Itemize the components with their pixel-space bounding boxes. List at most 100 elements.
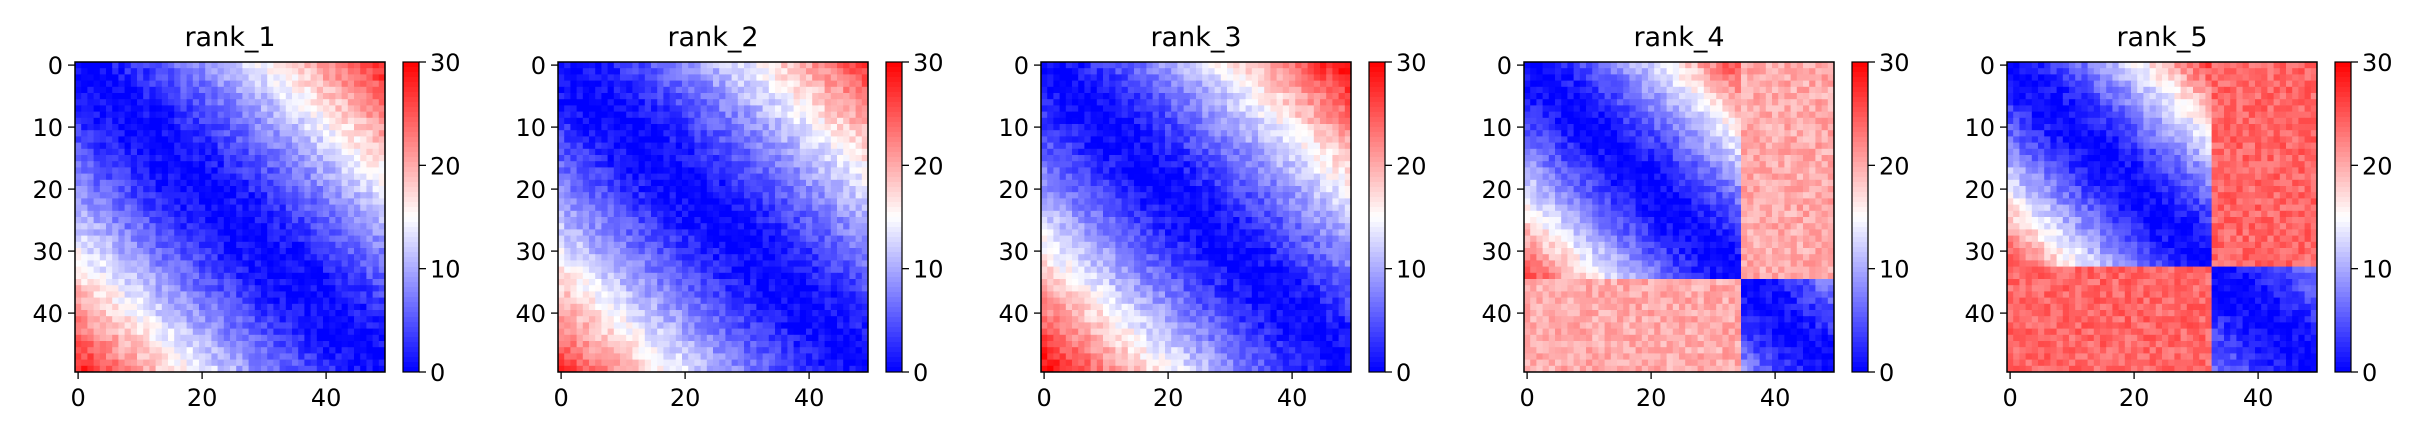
heatmap-cell xyxy=(236,117,243,125)
heatmap-cell xyxy=(861,347,869,354)
heatmap-cell xyxy=(248,105,256,112)
heatmap-cell xyxy=(651,136,658,143)
heatmap-cell xyxy=(254,86,262,94)
heatmap-cell xyxy=(663,124,670,131)
heatmap-cell xyxy=(570,124,577,131)
heatmap-cell xyxy=(570,167,577,174)
heatmap-cell xyxy=(601,310,608,317)
heatmap-cell xyxy=(694,99,701,106)
heatmap-cell xyxy=(582,310,590,317)
heatmap-cell xyxy=(818,198,825,205)
heatmap-cell xyxy=(731,285,739,292)
heatmap-cell xyxy=(378,124,386,131)
heatmap-cell xyxy=(316,341,324,348)
heatmap-cell xyxy=(137,341,144,348)
heatmap-cell xyxy=(607,272,615,280)
heatmap-cell xyxy=(261,248,268,255)
heatmap-cell xyxy=(812,347,819,354)
heatmap-cell xyxy=(149,310,156,317)
heatmap-cell xyxy=(354,241,361,249)
heatmap-cell xyxy=(768,316,776,323)
heatmap-cell xyxy=(149,353,156,360)
heatmap-cell xyxy=(644,105,652,112)
heatmap-cell xyxy=(595,285,602,292)
heatmap-cell xyxy=(799,285,807,292)
heatmap-cell xyxy=(750,192,757,199)
heatmap-cell xyxy=(700,68,708,75)
heatmap-cell xyxy=(806,316,813,323)
heatmap-cell xyxy=(632,303,639,311)
heatmap-cell xyxy=(180,310,187,317)
heatmap-cell xyxy=(261,142,268,150)
heatmap-cell xyxy=(663,173,670,181)
heatmap-cell xyxy=(830,80,838,88)
heatmap-cell xyxy=(750,124,757,131)
heatmap-cell xyxy=(756,272,763,280)
heatmap-cell xyxy=(558,217,565,224)
heatmap-cell xyxy=(613,341,621,348)
heatmap-cell xyxy=(304,62,311,69)
heatmap-cell xyxy=(564,74,571,81)
heatmap-cell xyxy=(347,167,355,174)
heatmap-cell xyxy=(570,248,577,255)
heatmap-cell xyxy=(273,192,280,199)
colorbar-step xyxy=(403,137,419,143)
heatmap-cell xyxy=(310,266,318,274)
heatmap-cell xyxy=(837,310,844,317)
heatmap-cell xyxy=(663,179,670,187)
heatmap-cell xyxy=(75,248,82,255)
heatmap-cell xyxy=(174,124,181,131)
heatmap-cell xyxy=(310,186,318,193)
heatmap-cell xyxy=(570,142,577,150)
colorbar-step xyxy=(403,97,419,103)
heatmap-cell xyxy=(756,74,763,81)
heatmap-cell xyxy=(99,99,107,106)
heatmap-cell xyxy=(607,68,615,75)
heatmap-cell xyxy=(137,285,144,292)
heatmap-cell xyxy=(781,105,788,112)
heatmap-cell xyxy=(211,223,218,230)
heatmap-cell xyxy=(137,291,144,298)
heatmap-cell xyxy=(130,161,138,168)
heatmap-cell xyxy=(750,198,757,205)
heatmap-cell xyxy=(675,341,683,348)
heatmap-cell xyxy=(87,99,94,106)
heatmap-cell xyxy=(254,248,262,255)
heatmap-cell xyxy=(149,62,156,69)
heatmap-cell xyxy=(626,111,633,119)
heatmap-cell xyxy=(731,254,739,261)
heatmap-cell xyxy=(87,347,94,354)
heatmap-cell xyxy=(675,105,683,112)
heatmap-cell xyxy=(223,179,231,187)
heatmap-cell xyxy=(855,334,863,342)
heatmap-cell xyxy=(657,117,664,125)
heatmap-cell xyxy=(682,310,689,317)
heatmap-cell xyxy=(756,93,763,100)
heatmap-cell xyxy=(787,148,794,156)
heatmap-cell xyxy=(837,99,844,106)
heatmap-cell xyxy=(837,260,844,267)
heatmap-cell xyxy=(211,93,218,100)
heatmap-cell xyxy=(155,124,163,131)
heatmap-cell xyxy=(223,105,231,112)
heatmap-cell xyxy=(861,248,869,255)
heatmap-cell xyxy=(267,229,274,236)
heatmap-cell xyxy=(230,142,237,150)
heatmap-cell xyxy=(273,86,280,94)
heatmap-cell xyxy=(582,68,590,75)
heatmap-cell xyxy=(93,254,101,261)
heatmap-cell xyxy=(378,328,386,336)
heatmap-cell xyxy=(366,130,373,137)
heatmap-cell xyxy=(570,347,577,354)
heatmap-cell xyxy=(830,272,838,280)
heatmap-cell xyxy=(570,68,577,75)
heatmap-cell xyxy=(675,248,683,255)
heatmap-cell xyxy=(632,204,639,212)
y-tick-label: 0 xyxy=(48,52,63,80)
heatmap-cell xyxy=(675,117,683,125)
heatmap-cell xyxy=(118,62,125,69)
heatmap-cell xyxy=(843,99,850,106)
heatmap-cell xyxy=(124,347,132,354)
heatmap-cell xyxy=(124,341,132,348)
heatmap-cell xyxy=(316,291,324,298)
